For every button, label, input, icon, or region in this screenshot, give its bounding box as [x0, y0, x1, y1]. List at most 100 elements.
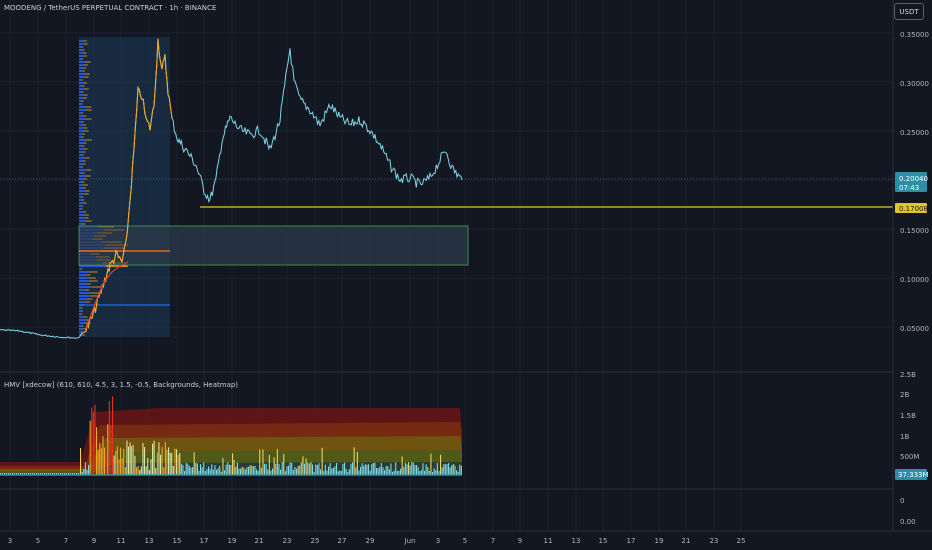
time-axis[interactable]: 3 5 7 9 11 13 15 17 19 21 23 25 27 29 Jun 3 5 7 9 11 13 15 17 1…: [8, 537, 746, 545]
profile-bar: [79, 70, 83, 72]
demand-zone-box[interactable]: [78, 225, 469, 266]
time-label: 21: [255, 537, 264, 545]
volume-bar: [401, 456, 403, 475]
level-price-badge: [895, 203, 927, 213]
volume-bar: [241, 466, 243, 475]
profile-bar: [81, 85, 85, 87]
profile-bar: [79, 58, 82, 60]
volume-bar: [64, 473, 66, 475]
profile-bar: [89, 271, 98, 273]
profile-bar: [85, 106, 92, 108]
profile-bar: [90, 292, 100, 294]
price-label: 0.35000: [900, 31, 929, 39]
volume-label: 2.5B: [900, 371, 916, 379]
level-price-value: 0.17008: [899, 205, 928, 213]
volume-bar: [184, 471, 186, 475]
profile-bar: [79, 40, 84, 42]
indicator-title[interactable]: HMV [xdecow] (610, 610, 4.5, 3, 1.5, -0.…: [4, 381, 239, 389]
time-label: 3: [436, 537, 440, 545]
time-label: 7: [64, 537, 68, 545]
time-label: 13: [145, 537, 154, 545]
volume-bar: [260, 467, 262, 475]
profile-bar: [79, 73, 85, 75]
volume-bar: [208, 466, 210, 475]
current-price-badge: [895, 172, 927, 192]
volume-bar: [356, 451, 358, 475]
profile-bar: [80, 313, 83, 315]
profile-bar: [79, 280, 90, 282]
profile-bar: [79, 175, 86, 177]
volume-bar: [128, 446, 130, 475]
volume-bar: [419, 471, 421, 475]
profile-bar: [79, 52, 84, 54]
volume-bar: [148, 469, 150, 475]
volume-bar: [233, 460, 235, 475]
volume-bar: [361, 463, 363, 475]
profile-bar: [79, 106, 86, 108]
volume-bar: [176, 449, 178, 475]
profile-bar: [79, 121, 82, 123]
volume-bar: [179, 453, 181, 475]
profile-bar: [85, 319, 91, 321]
volume-bar: [377, 468, 379, 475]
profile-bar: [84, 190, 90, 192]
volume-bar: [115, 450, 117, 475]
profile-bar: [79, 214, 85, 216]
price-axis[interactable]: 0.35000 0.30000 0.25000 0.15000 0.10000 …: [900, 31, 929, 333]
profile-bar: [83, 82, 87, 84]
profile-bar: [83, 142, 87, 144]
volume-bar: [305, 458, 307, 475]
volume-bar: [182, 464, 184, 475]
volume-bar: [97, 449, 99, 475]
volume-bar: [108, 401, 110, 475]
volume-bar: [243, 467, 245, 475]
profile-bar: [79, 295, 90, 297]
volume-axis[interactable]: 2.5B 2B 1.5B 1B 500M: [900, 371, 919, 461]
volume-bar: [193, 452, 195, 475]
currency-button[interactable]: USDT: [894, 3, 924, 20]
volume-bar: [417, 467, 419, 475]
volume-bar: [355, 467, 357, 475]
profile-bar: [79, 283, 86, 285]
profile-bar: [79, 313, 81, 315]
volume-bar: [198, 470, 200, 475]
volume-bar: [308, 463, 310, 475]
volume-bar: [116, 446, 118, 475]
volume-bar: [257, 470, 259, 475]
profile-bar: [81, 136, 84, 138]
time-label: 9: [518, 537, 522, 545]
profile-bar: [88, 277, 96, 279]
volume-bar: [273, 457, 275, 475]
volume-bar: [281, 462, 283, 475]
volume-bar: [440, 454, 442, 475]
time-label: 29: [366, 537, 375, 545]
profile-bar: [79, 217, 85, 219]
profile-bar: [81, 49, 85, 51]
profile-bar: [83, 55, 88, 57]
profile-bar: [79, 328, 84, 330]
profile-bar: [79, 64, 84, 66]
volume-bar: [204, 471, 206, 475]
symbol-title: MOODENG / TetherUS PERPETUAL CONTRACT · …: [4, 4, 217, 12]
volume-bar: [78, 473, 80, 475]
profile-bar: [83, 94, 88, 96]
profile-bar: [79, 211, 83, 213]
profile-bar: [79, 160, 83, 162]
profile-bar: [84, 289, 90, 291]
profile-bar: [79, 202, 84, 204]
current-volume-badge: [895, 469, 927, 480]
volume-bar: [121, 458, 123, 475]
volume-bar: [328, 466, 330, 475]
profile-bar: [79, 103, 81, 105]
profile-bar: [83, 43, 88, 45]
volume-bar: [192, 467, 194, 475]
profile-bar: [81, 154, 84, 156]
volume-bar: [276, 449, 278, 475]
profile-bar: [79, 100, 82, 102]
profile-bar: [79, 46, 82, 48]
price-series-highlight: [82, 38, 173, 334]
volume-bar: [348, 469, 350, 475]
volume-bar: [284, 471, 286, 475]
time-label: 7: [491, 537, 495, 545]
